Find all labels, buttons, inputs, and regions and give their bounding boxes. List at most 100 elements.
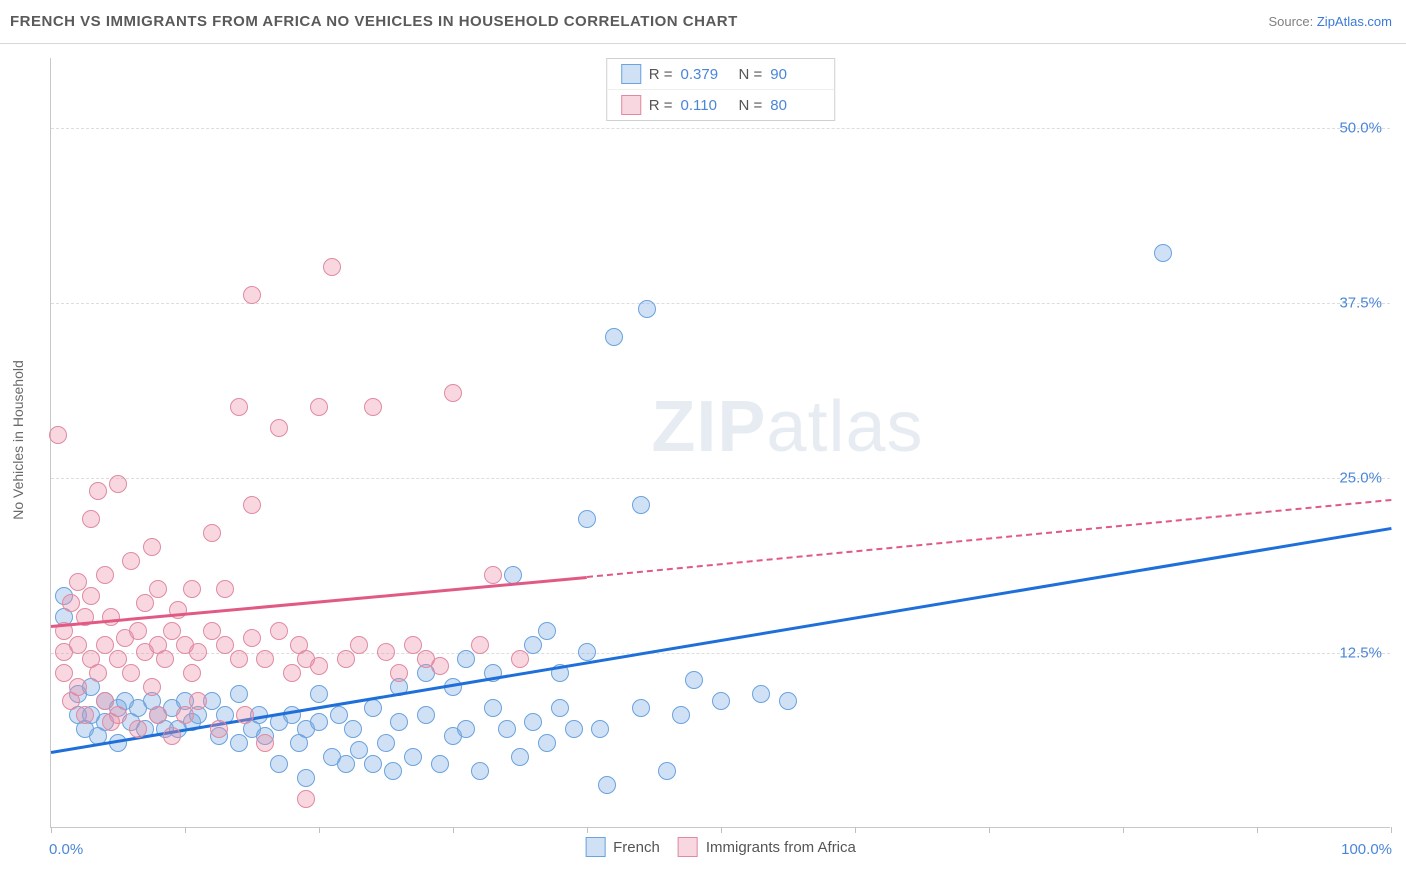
data-point [390,664,408,682]
data-point [605,328,623,346]
chart-header: FRENCH VS IMMIGRANTS FROM AFRICA NO VEHI… [0,0,1406,44]
data-point [350,636,368,654]
data-point [256,734,274,752]
legend-item: French [585,837,660,857]
data-point [638,300,656,318]
data-point [484,699,502,717]
data-point [149,706,167,724]
data-point [511,748,529,766]
data-point [270,419,288,437]
legend-n-value: 80 [770,97,820,114]
data-point [752,685,770,703]
correlation-legend: R =0.379N =90R =0.110N =80 [606,58,836,121]
data-point [1154,244,1172,262]
data-point [69,636,87,654]
source-link[interactable]: ZipAtlas.com [1317,14,1392,29]
data-point [183,580,201,598]
legend-swatch [585,837,605,857]
data-point [109,475,127,493]
data-point [330,706,348,724]
data-point [511,650,529,668]
data-point [216,636,234,654]
data-point [364,398,382,416]
data-point [203,622,221,640]
data-point [89,482,107,500]
data-point [364,699,382,717]
data-point [230,685,248,703]
data-point [62,594,80,612]
data-point [431,657,449,675]
trend-line [51,576,587,628]
data-point [102,608,120,626]
gridline [51,478,1390,479]
data-point [484,566,502,584]
x-tick [721,827,722,833]
data-point [96,692,114,710]
legend-swatch [621,64,641,84]
legend-row: R =0.110N =80 [607,89,835,120]
data-point [96,636,114,654]
data-point [498,720,516,738]
data-point [565,720,583,738]
data-point [364,755,382,773]
data-point [96,566,114,584]
gridline [51,128,1390,129]
legend-r-value: 0.110 [681,97,731,114]
data-point [49,426,67,444]
data-point [551,699,569,717]
data-point [76,706,94,724]
x-tick [1123,827,1124,833]
data-point [377,734,395,752]
data-point [337,755,355,773]
data-point [524,713,542,731]
data-point [216,580,234,598]
data-point [243,286,261,304]
trend-line-dashed [587,499,1391,578]
x-tick [1257,827,1258,833]
data-point [297,790,315,808]
data-point [457,650,475,668]
data-point [55,664,73,682]
legend-n-label: N = [739,97,763,114]
data-point [390,713,408,731]
data-point [591,720,609,738]
series-legend: FrenchImmigrants from Africa [585,837,856,857]
data-point [344,720,362,738]
data-point [350,741,368,759]
data-point [129,720,147,738]
x-tick [453,827,454,833]
data-point [471,762,489,780]
data-point [243,496,261,514]
data-point [230,650,248,668]
x-tick [587,827,588,833]
data-point [337,650,355,668]
legend-swatch [621,95,641,115]
data-point [256,650,274,668]
data-point [89,664,107,682]
data-point [310,657,328,675]
data-point [417,706,435,724]
data-point [283,664,301,682]
data-point [297,769,315,787]
x-tick [319,827,320,833]
watermark-bold: ZIP [651,387,766,467]
watermark-rest: atlas [766,387,923,467]
data-point [82,587,100,605]
data-point [129,622,147,640]
source-prefix: Source: [1268,14,1316,29]
x-axis-min-label: 0.0% [49,841,83,858]
data-point [109,706,127,724]
data-point [149,580,167,598]
data-point [310,685,328,703]
data-point [203,524,221,542]
data-point [143,538,161,556]
x-tick [1391,827,1392,833]
data-point [578,643,596,661]
data-point [122,664,140,682]
data-point [598,776,616,794]
data-point [658,762,676,780]
data-point [431,755,449,773]
data-point [632,699,650,717]
x-tick [855,827,856,833]
watermark: ZIPatlas [651,386,923,468]
